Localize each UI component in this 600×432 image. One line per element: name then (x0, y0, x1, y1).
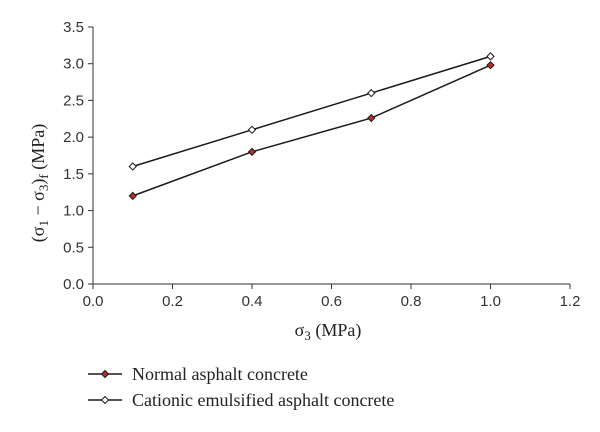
x-tick-label: 0.2 (162, 293, 183, 310)
y-tick-label: 3.0 (63, 56, 84, 73)
y-axis-title-unit: (MPa) (28, 124, 49, 175)
x-axis-title-unit: (MPa) (311, 320, 362, 341)
data-point (128, 191, 137, 201)
y-axis-title-open: (σ (28, 226, 49, 242)
legend-marker (100, 395, 110, 405)
legend: Normal asphalt concrete Cationic emulsifi… (88, 364, 394, 410)
data-point (486, 60, 495, 70)
series-layer (128, 52, 495, 201)
legend-label: Cationic emulsified asphalt concrete (132, 390, 394, 410)
legend-item-2: Cationic emulsified asphalt concrete (88, 390, 394, 410)
x-tick-label: 1.2 (560, 293, 581, 310)
data-point (128, 162, 137, 171)
x-tick-label: 0.8 (401, 293, 422, 310)
y-tick-label: 2.0 (63, 129, 84, 146)
x-tick-label: 1.0 (480, 293, 501, 310)
y-tick-label: 1.5 (63, 166, 84, 183)
y-tick-label: 0.5 (63, 239, 84, 256)
series-line (132, 55, 491, 168)
data-point (367, 113, 376, 123)
y-tick-label: 3.5 (63, 19, 84, 36)
series-line (132, 64, 491, 197)
x-tick-label: 0.0 (83, 293, 104, 310)
data-point (486, 52, 495, 61)
data-point (367, 88, 376, 98)
x-axis-title-symbol: σ (295, 320, 305, 340)
legend-label: Normal asphalt concrete (132, 364, 308, 384)
y-tick-label: 2.5 (63, 92, 84, 109)
y-axis-title-sub3: 3 (36, 185, 51, 192)
x-tick-label: 0.4 (242, 293, 263, 310)
y-axis-title: (σ1 − σ3)f (MPa) (28, 124, 51, 242)
legend-item-1: Normal asphalt concrete (88, 364, 308, 384)
data-point (247, 147, 257, 157)
series-1 (128, 60, 495, 201)
y-axis-title-mid: − σ (28, 191, 48, 220)
y-tick-label: 1.0 (63, 203, 84, 220)
x-tick-label: 0.6 (321, 293, 342, 310)
axes: 0.0 0.5 1.0 1.5 2.0 2.5 3.0 3.5 0.0 0.2 0.4 0.6 0.8 1… (63, 19, 580, 310)
x-axis-title-sub: 3 (304, 328, 311, 343)
series-2 (128, 52, 495, 171)
y-axis-title-close: ) (28, 179, 49, 185)
data-point (247, 125, 257, 135)
y-axis-title-sub1: 1 (36, 220, 51, 227)
legend-marker (100, 369, 110, 379)
x-axis-title: σ3 (MPa) (295, 320, 362, 343)
y-axis-title-subf: f (36, 174, 51, 179)
y-tick-label: 0.0 (63, 276, 84, 293)
